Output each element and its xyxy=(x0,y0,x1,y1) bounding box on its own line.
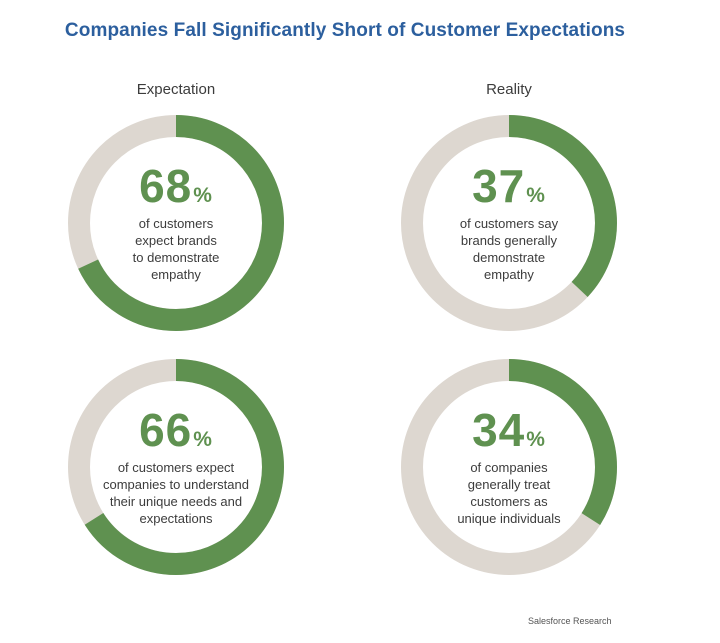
donut-value-arc xyxy=(401,359,617,575)
description-line: of customers expect xyxy=(117,460,235,475)
donut-chart-3: 66% of customers expect companies to und… xyxy=(66,357,286,577)
description-line: expectations xyxy=(139,511,213,526)
description-line: empathy xyxy=(151,267,201,282)
description-line: expect brands xyxy=(135,233,217,248)
value-number: 34 xyxy=(472,404,526,456)
donut-value-arc xyxy=(68,359,284,575)
percent-sign: % xyxy=(526,184,546,207)
donut-value-arc xyxy=(68,115,284,331)
description-line: demonstrate xyxy=(472,250,546,265)
value-number: 66 xyxy=(139,404,193,456)
description-line: brands generally xyxy=(460,233,558,248)
column-label-expectation: Expectation xyxy=(136,81,216,98)
chart-title: Companies Fall Significantly Short of Cu… xyxy=(64,20,626,41)
donut-chart-1: 68% of customers expect brands to demons… xyxy=(66,113,286,333)
donut-description: of customers say brands generally demons… xyxy=(460,215,558,283)
description-line: of companies xyxy=(470,460,548,475)
donut-description: of customers expect companies to underst… xyxy=(103,459,249,527)
description-line: unique individuals xyxy=(457,511,561,526)
donut-chart-4: 34% of companies generally treat custome… xyxy=(399,357,619,577)
description-line: of customers xyxy=(138,216,214,231)
donut-description: of companies generally treat customers a… xyxy=(457,459,560,527)
donut-description: of customers expect brands to demonstrat… xyxy=(133,215,220,283)
donut-text-4: 34% of companies generally treat custome… xyxy=(434,357,584,577)
description-line: of customers say xyxy=(459,216,559,231)
donut-value-arc xyxy=(401,115,617,331)
percent-sign: % xyxy=(526,428,546,451)
donut-svg-3 xyxy=(68,359,284,575)
percentage-value: 37% xyxy=(472,163,546,209)
donut-text-2: 37% of customers say brands generally de… xyxy=(434,113,584,333)
description-line: to demonstrate xyxy=(132,250,220,265)
description-line: customers as xyxy=(470,494,548,509)
description-line: companies to understand xyxy=(103,477,249,492)
donut-text-3: 66% of customers expect companies to und… xyxy=(101,357,251,577)
donut-text-1: 68% of customers expect brands to demons… xyxy=(101,113,251,333)
description-line: empathy xyxy=(484,267,534,282)
description-line: their unique needs and xyxy=(109,494,243,509)
donut-svg-1 xyxy=(68,115,284,331)
percentage-value: 68% xyxy=(139,163,213,209)
percentage-value: 66% xyxy=(139,407,213,453)
value-number: 37 xyxy=(472,160,526,212)
value-number: 68 xyxy=(139,160,193,212)
percent-sign: % xyxy=(193,428,213,451)
column-label-reality: Reality xyxy=(486,81,532,98)
donut-svg-4 xyxy=(401,359,617,575)
description-line: generally treat xyxy=(467,477,551,492)
donut-svg-2 xyxy=(401,115,617,331)
percent-sign: % xyxy=(193,184,213,207)
donut-chart-2: 37% of customers say brands generally de… xyxy=(399,113,619,333)
source-credit: Salesforce Research xyxy=(528,616,612,626)
percentage-value: 34% xyxy=(472,407,546,453)
